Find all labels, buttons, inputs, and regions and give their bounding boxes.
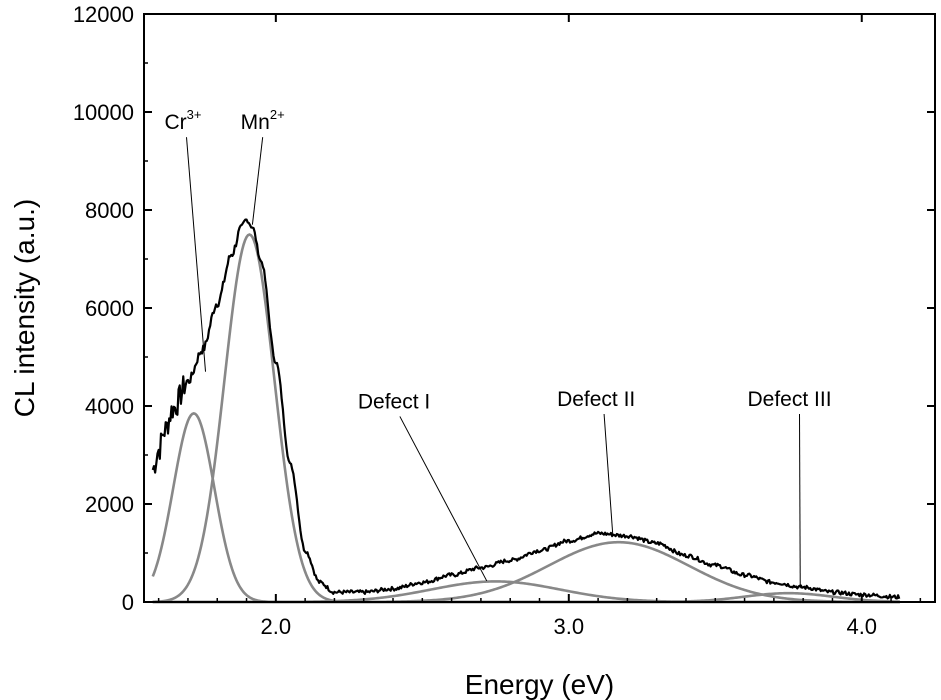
y-tick-label: 8000 (85, 198, 134, 223)
annotation-sup: 2+ (270, 107, 285, 122)
y-tick-label: 12000 (73, 2, 134, 27)
annotation-label: Defect I (358, 390, 430, 413)
annotation-label: Mn2+ (241, 107, 285, 134)
annotation-leader (603, 413, 614, 535)
y-tick-label: 6000 (85, 296, 134, 321)
y-tick-label: 0 (122, 590, 134, 615)
annotation-label: Defect III (748, 388, 832, 411)
x-tick-label: 2.0 (261, 614, 292, 639)
x-tick-label: 3.0 (553, 614, 584, 639)
y-axis-title: CL intensity (a.u.) (9, 199, 40, 417)
x-axis: 2.0 3.0 4.0 (157, 14, 922, 639)
y-axis: 0 2000 4000 6000 8000 10000 12000 (73, 2, 935, 615)
annotation-label: Defect II (557, 388, 635, 411)
fit-curves (151, 233, 900, 604)
annotation-leader (799, 413, 801, 589)
measured-spectrum (151, 218, 901, 600)
annotation-label: Cr3+ (165, 107, 202, 134)
annotation-base: Cr (165, 111, 187, 134)
y-tick-label: 2000 (85, 492, 134, 517)
fit-curve-cr3- (151, 411, 900, 604)
annotations: Cr3+ Mn2+ Defect I Defect II Defect III (165, 107, 832, 589)
x-tick-label: 4.0 (846, 614, 877, 639)
x-axis-title: Energy (eV) (465, 669, 614, 700)
annotation-leader (251, 137, 264, 225)
annotation-leader (186, 137, 207, 372)
annotation-sup: 3+ (187, 107, 202, 122)
plot-frame (143, 13, 936, 603)
fit-curve-mn2- (152, 233, 900, 604)
y-tick-label: 10000 (73, 100, 134, 125)
annotation-leader (399, 416, 488, 582)
measured-curve (151, 218, 901, 600)
y-tick-label: 4000 (85, 394, 134, 419)
annotation-base: Mn (241, 111, 270, 134)
